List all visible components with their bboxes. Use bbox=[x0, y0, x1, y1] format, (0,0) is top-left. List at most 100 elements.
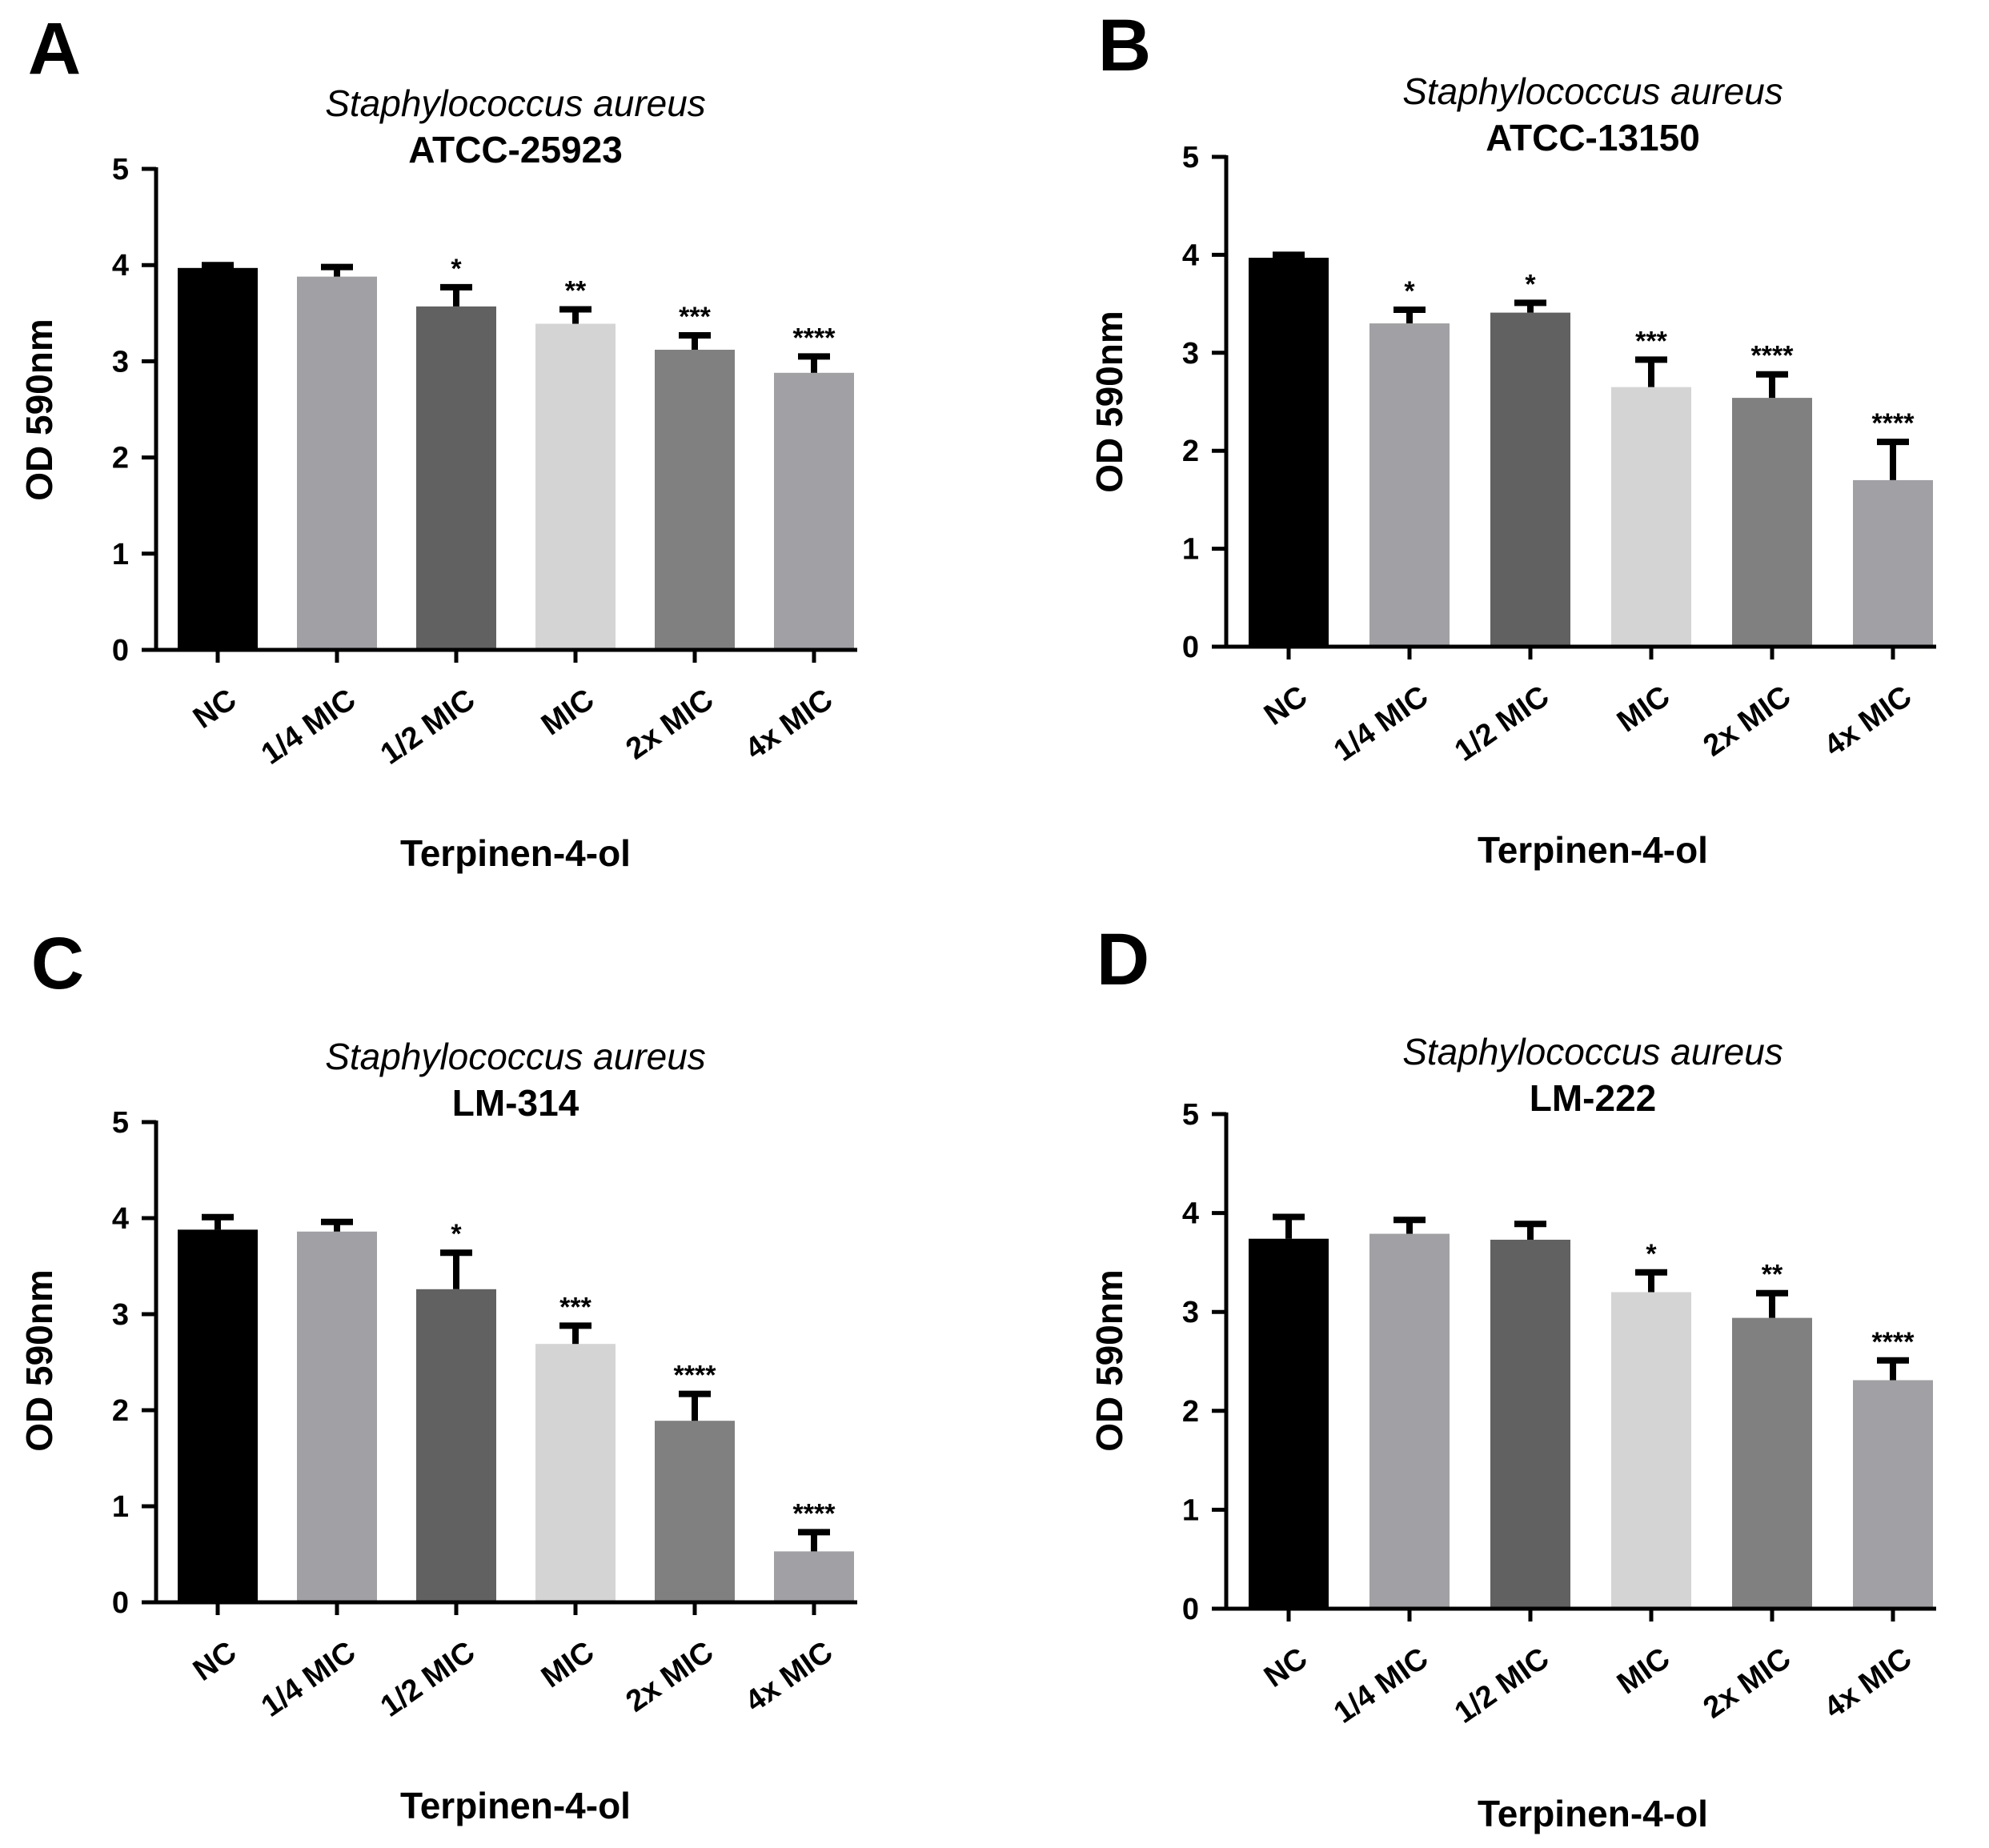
bar-5 bbox=[1732, 398, 1812, 647]
y-tick-label-4: 4 bbox=[1182, 1197, 1199, 1231]
significance-label-5: **** bbox=[1751, 341, 1795, 371]
bar-1 bbox=[1249, 258, 1329, 647]
x-axis-label: Terpinen-4-ol bbox=[400, 832, 631, 874]
category-label-3: 1/2 MIC bbox=[375, 1635, 481, 1724]
y-axis-label: OD 590nm bbox=[18, 1269, 60, 1452]
category-label-6: 4x MIC bbox=[740, 683, 839, 767]
significance-label-6: **** bbox=[1872, 1327, 1915, 1357]
significance-label-4: *** bbox=[1635, 326, 1667, 356]
bar-2 bbox=[1369, 323, 1450, 647]
y-tick-label-1: 1 bbox=[112, 538, 129, 571]
bar-2 bbox=[297, 1231, 377, 1602]
chart-subtitle: LM-314 bbox=[452, 1082, 579, 1124]
y-axis-label: OD 590nm bbox=[1089, 1269, 1130, 1452]
y-tick-label-3: 3 bbox=[112, 1298, 129, 1332]
y-tick-label-1: 1 bbox=[1182, 533, 1199, 567]
bar-4 bbox=[1611, 387, 1691, 647]
bar-4 bbox=[535, 323, 616, 650]
panel-d: D Staphylococcus aureus LM-222 OD 590nm Terp… bbox=[1089, 919, 1936, 1834]
category-label-5: 2x MIC bbox=[1698, 679, 1797, 764]
significance-label-2: * bbox=[1404, 276, 1415, 307]
panel-a: A Staphylococcus aureus ATCC-25923 OD 590nm… bbox=[18, 8, 857, 874]
y-axis-label: OD 590nm bbox=[1089, 311, 1130, 493]
y-tick-label-2: 2 bbox=[1182, 1395, 1199, 1429]
category-label-6: 4x MIC bbox=[1819, 679, 1918, 764]
significance-label-5: ** bbox=[1762, 1260, 1783, 1290]
bar-6 bbox=[774, 372, 854, 650]
category-label-4: MIC bbox=[1611, 679, 1676, 739]
chart-title: Staphylococcus aureus bbox=[1402, 1031, 1783, 1072]
category-label-2: 1/4 MIC bbox=[255, 1635, 362, 1724]
y-tick-label-3: 3 bbox=[112, 345, 129, 379]
bar-5 bbox=[1732, 1317, 1812, 1609]
category-label-6: 4x MIC bbox=[1819, 1642, 1918, 1726]
category-label-4: MIC bbox=[535, 683, 600, 742]
bar-6 bbox=[1853, 479, 1933, 647]
category-label-2: 1/4 MIC bbox=[1328, 679, 1434, 768]
y-tick-label-3: 3 bbox=[1182, 1296, 1199, 1329]
bar-1 bbox=[178, 267, 258, 650]
bar-3 bbox=[416, 306, 496, 650]
category-label-5: 2x MIC bbox=[620, 683, 720, 767]
category-label-4: MIC bbox=[535, 1635, 600, 1694]
bar-4 bbox=[535, 1344, 616, 1602]
significance-label-3: * bbox=[451, 1219, 462, 1249]
y-tick-label-2: 2 bbox=[112, 442, 129, 475]
category-label-2: 1/4 MIC bbox=[1328, 1642, 1434, 1730]
significance-label-6: **** bbox=[793, 323, 836, 353]
category-label-5: 2x MIC bbox=[620, 1635, 720, 1719]
panel-letter: A bbox=[28, 8, 81, 90]
bar-4 bbox=[1611, 1292, 1691, 1609]
category-label-3: 1/2 MIC bbox=[1449, 679, 1555, 768]
x-axis-label: Terpinen-4-ol bbox=[400, 1785, 631, 1826]
y-tick-label-0: 0 bbox=[112, 1586, 129, 1620]
chart-subtitle: LM-222 bbox=[1530, 1077, 1656, 1119]
significance-label-4: * bbox=[1646, 1239, 1657, 1269]
bar-6 bbox=[1853, 1380, 1933, 1609]
panel-c: C Staphylococcus aureus LM-314 OD 590nm Terp… bbox=[18, 923, 857, 1826]
y-tick-label-2: 2 bbox=[112, 1394, 129, 1428]
y-tick-label-4: 4 bbox=[112, 249, 129, 283]
chart-title: Staphylococcus aureus bbox=[325, 1036, 706, 1077]
y-tick-label-4: 4 bbox=[112, 1202, 129, 1236]
bar-2 bbox=[297, 276, 377, 650]
category-label-6: 4x MIC bbox=[740, 1635, 839, 1719]
category-label-1: NC bbox=[187, 683, 243, 736]
category-label-1: NC bbox=[1258, 679, 1313, 732]
y-tick-label-2: 2 bbox=[1182, 435, 1199, 468]
bar-5 bbox=[655, 1421, 735, 1602]
category-label-3: 1/2 MIC bbox=[1449, 1642, 1555, 1730]
y-tick-label-0: 0 bbox=[1182, 631, 1199, 664]
x-axis-label: Terpinen-4-ol bbox=[1478, 829, 1708, 871]
y-tick-label-0: 0 bbox=[112, 634, 129, 667]
y-tick-label-1: 1 bbox=[1182, 1493, 1199, 1527]
panel-letter: D bbox=[1097, 919, 1149, 1000]
chart-title: Staphylococcus aureus bbox=[1402, 70, 1783, 112]
y-axis-label: OD 590nm bbox=[18, 319, 60, 501]
category-label-2: 1/4 MIC bbox=[255, 683, 362, 772]
bar-3 bbox=[1490, 1239, 1570, 1609]
bar-3 bbox=[1490, 312, 1570, 647]
y-tick-label-0: 0 bbox=[1182, 1593, 1199, 1626]
y-tick-label-1: 1 bbox=[112, 1490, 129, 1524]
y-tick-label-5: 5 bbox=[112, 153, 129, 186]
significance-label-4: ** bbox=[565, 275, 587, 306]
significance-label-3: * bbox=[451, 254, 462, 284]
bar-5 bbox=[655, 349, 735, 650]
chart-title: Staphylococcus aureus bbox=[325, 82, 706, 124]
category-label-1: NC bbox=[187, 1635, 243, 1688]
significance-label-6: **** bbox=[793, 1498, 836, 1529]
chart-subtitle: ATCC-13150 bbox=[1486, 117, 1700, 158]
bar-1 bbox=[1249, 1238, 1329, 1609]
y-tick-label-5: 5 bbox=[1182, 1098, 1199, 1132]
bar-2 bbox=[1369, 1233, 1450, 1609]
significance-label-3: * bbox=[1525, 269, 1536, 299]
y-tick-label-5: 5 bbox=[1182, 141, 1199, 174]
y-tick-label-5: 5 bbox=[112, 1106, 129, 1140]
bar-3 bbox=[416, 1289, 496, 1602]
significance-label-5: *** bbox=[679, 302, 711, 332]
bar-6 bbox=[774, 1551, 854, 1602]
bar-1 bbox=[178, 1229, 258, 1602]
x-axis-label: Terpinen-4-ol bbox=[1478, 1793, 1708, 1834]
